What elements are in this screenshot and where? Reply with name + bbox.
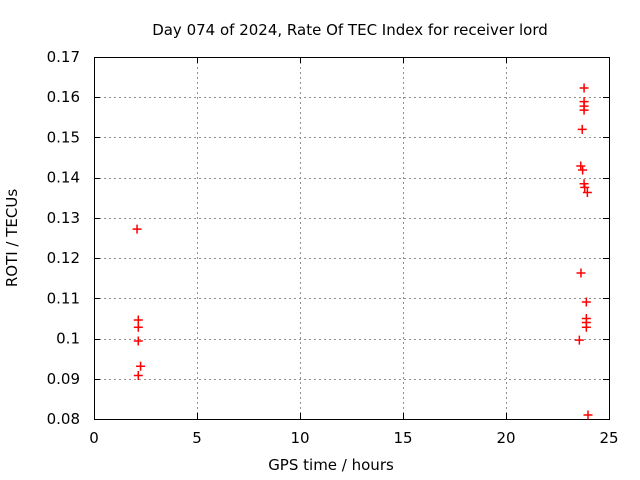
y-tick-label: 0.11: [47, 289, 80, 307]
x-axis-label: GPS time / hours: [268, 456, 394, 474]
y-tick-label: 0.08: [47, 410, 80, 428]
data-point: [133, 371, 143, 381]
y-tick-label: 0.12: [47, 249, 80, 267]
x-tick-label: 15: [393, 429, 412, 447]
plot-border-rect: [94, 57, 610, 420]
data-point: [577, 124, 587, 134]
data-points: [132, 83, 593, 420]
x-tick-label: 20: [496, 429, 515, 447]
tick-labels: 0.08 0.09 0.1 0.11 0.12 0.13 0.14 0.15 0.16 0.17 0…: [47, 48, 619, 447]
data-point: [132, 224, 142, 234]
y-tick-label: 0.09: [47, 370, 80, 388]
y-tick-label: 0.15: [47, 128, 80, 146]
data-point: [583, 410, 593, 420]
plot-border: [94, 57, 610, 420]
data-point: [574, 335, 584, 345]
data-point: [576, 161, 586, 171]
data-point: [582, 188, 592, 198]
data-point: [579, 105, 589, 115]
data-point: [133, 322, 143, 332]
axis-ticks: [94, 57, 610, 420]
y-tick-label: 0.17: [47, 48, 80, 66]
data-point: [576, 268, 586, 278]
y-tick-label: 0.14: [47, 169, 80, 187]
chart-title: Day 074 of 2024, Rate Of TEC Index for r…: [152, 21, 548, 39]
y-axis-label: ROTI / TECUs: [3, 189, 21, 287]
x-tick-label: 5: [192, 429, 202, 447]
data-point: [579, 83, 589, 93]
data-point: [136, 361, 146, 371]
grid-lines: [94, 57, 609, 419]
y-tick-label: 0.16: [47, 88, 80, 106]
data-point: [581, 322, 591, 332]
data-point: [581, 297, 591, 307]
x-tick-label: 10: [290, 429, 309, 447]
data-point: [580, 182, 590, 192]
data-point: [578, 165, 588, 175]
x-tick-label: 0: [89, 429, 99, 447]
x-tick-label: 25: [599, 429, 618, 447]
y-tick-label: 0.1: [56, 330, 80, 348]
y-tick-label: 0.13: [47, 209, 80, 227]
data-point: [133, 336, 143, 346]
